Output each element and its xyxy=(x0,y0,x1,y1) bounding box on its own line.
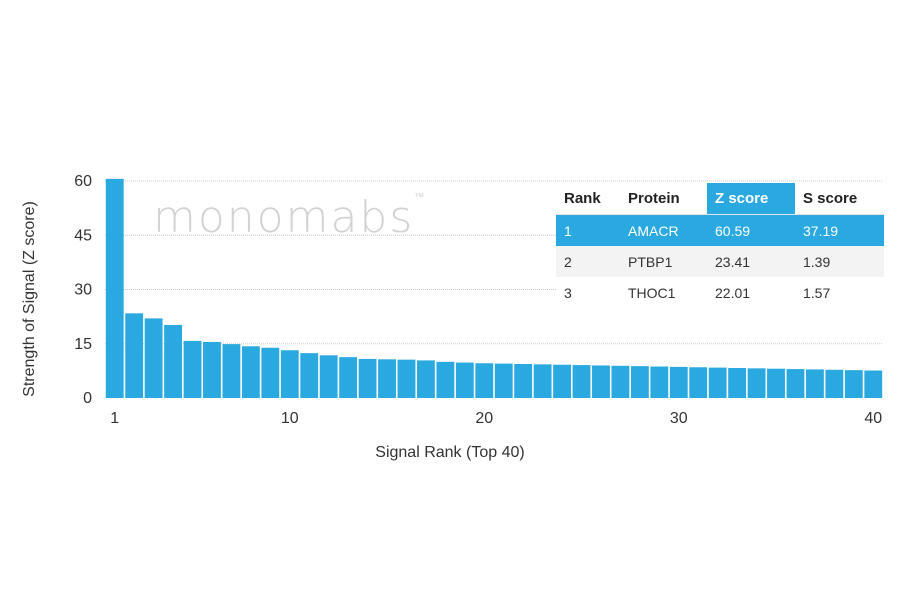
bar-rank-23 xyxy=(533,364,552,398)
x-tick-label: 30 xyxy=(670,410,688,427)
bar-rank-3 xyxy=(144,318,163,398)
rank-table: Rank Protein Z score S score 1 AMACR 60.… xyxy=(556,183,884,308)
cell-protein: PTBP1 xyxy=(620,246,707,277)
bar-rank-40 xyxy=(864,370,883,398)
header-z-score: Z score xyxy=(707,183,795,215)
bar-rank-38 xyxy=(825,369,844,398)
bar-rank-39 xyxy=(844,370,863,398)
bar-rank-35 xyxy=(767,368,785,398)
y-axis-title: Strength of Signal (Z score) xyxy=(21,201,38,397)
bar-rank-9 xyxy=(261,347,280,398)
bar-rank-36 xyxy=(786,369,805,398)
cell-rank: 1 xyxy=(556,214,620,246)
bar-rank-17 xyxy=(417,360,435,398)
bar-rank-33 xyxy=(728,367,747,398)
x-tick-label: 40 xyxy=(864,410,882,427)
cell-s-score: 37.19 xyxy=(795,214,884,246)
bar-rank-29 xyxy=(650,366,669,398)
y-axis-ticks: 0 15 30 45 60 xyxy=(74,173,92,407)
y-tick-label: 45 xyxy=(74,227,92,244)
bar-rank-32 xyxy=(708,367,727,398)
bar-rank-11 xyxy=(300,353,319,398)
header-rank: Rank xyxy=(556,183,620,215)
bar-rank-5 xyxy=(183,340,202,398)
bar-rank-12 xyxy=(319,355,338,398)
cell-z-score: 23.41 xyxy=(707,246,795,277)
x-tick-label: 1 xyxy=(110,410,119,427)
table-row: 3 THOC1 22.01 1.57 xyxy=(556,277,884,308)
x-tick-label: 20 xyxy=(475,410,493,427)
y-tick-label: 60 xyxy=(74,173,92,190)
bar-rank-6 xyxy=(203,341,221,398)
bar-rank-27 xyxy=(611,365,630,398)
watermark-trademark: ™ xyxy=(414,192,425,203)
y-tick-label: 0 xyxy=(83,390,92,407)
table-header-row: Rank Protein Z score S score xyxy=(556,183,884,215)
bar-rank-30 xyxy=(669,366,688,398)
header-s-score: S score xyxy=(795,183,884,215)
bars xyxy=(105,178,883,398)
bar-rank-1 xyxy=(105,178,124,398)
bar-rank-20 xyxy=(475,363,494,398)
bar-rank-26 xyxy=(592,365,610,398)
bar-rank-21 xyxy=(494,363,513,398)
bar-rank-22 xyxy=(514,364,533,398)
bar-rank-7 xyxy=(222,344,241,398)
bar-rank-15 xyxy=(378,359,396,398)
bar-rank-37 xyxy=(806,369,824,398)
y-tick-label: 30 xyxy=(74,282,92,299)
watermark-text: monomabs xyxy=(153,192,415,243)
bar-rank-4 xyxy=(164,324,182,398)
bar-rank-16 xyxy=(397,359,416,398)
monomabs-watermark-logo: monomabs™ xyxy=(153,192,424,243)
x-axis-ticks: 1 10 20 30 40 xyxy=(110,410,882,427)
cell-z-score: 22.01 xyxy=(707,277,795,308)
cell-s-score: 1.39 xyxy=(795,246,884,277)
x-axis-title: Signal Rank (Top 40) xyxy=(375,444,524,461)
bar-rank-2 xyxy=(125,313,144,398)
bar-rank-10 xyxy=(280,350,299,398)
cell-rank: 3 xyxy=(556,277,620,308)
bar-rank-24 xyxy=(553,364,571,398)
cell-rank: 2 xyxy=(556,246,620,277)
bar-rank-19 xyxy=(455,362,474,398)
table-row: 1 AMACR 60.59 37.19 xyxy=(556,214,884,246)
cell-z-score: 60.59 xyxy=(707,214,795,246)
x-tick-label: 10 xyxy=(281,410,299,427)
header-protein: Protein xyxy=(620,183,707,215)
bar-rank-25 xyxy=(572,365,591,398)
y-tick-label: 15 xyxy=(74,336,92,353)
cell-protein: THOC1 xyxy=(620,277,707,308)
bar-rank-18 xyxy=(436,361,455,398)
bar-rank-13 xyxy=(339,357,358,398)
bar-rank-8 xyxy=(241,346,260,398)
bar-rank-14 xyxy=(358,358,377,398)
bar-rank-31 xyxy=(689,367,708,398)
cell-protein: AMACR xyxy=(620,214,707,246)
cell-s-score: 1.57 xyxy=(795,277,884,308)
bar-rank-34 xyxy=(747,368,766,398)
bar-rank-28 xyxy=(630,366,649,398)
table-row: 2 PTBP1 23.41 1.39 xyxy=(556,246,884,277)
